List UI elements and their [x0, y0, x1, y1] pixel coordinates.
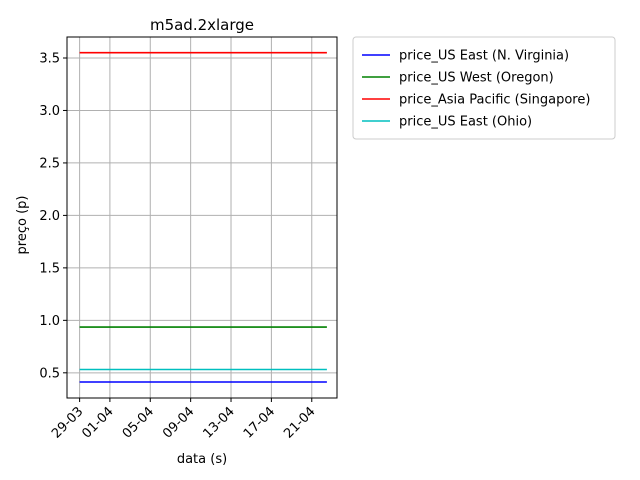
y-tick-label: 1.0 [39, 314, 60, 329]
y-tick-label: 3.5 [39, 51, 60, 66]
y-tick-label: 1.5 [39, 261, 60, 276]
legend-box [352, 36, 616, 140]
x-tick-label: 29-03 [49, 404, 86, 441]
legend-label: price_US East (Ohio) [399, 115, 532, 130]
y-tick-label: 3.0 [39, 104, 60, 119]
series-lines [79, 51, 327, 383]
legend-label: price_US East (N. Virginia) [399, 49, 569, 64]
chart-title: m5ad.2xlarge [150, 16, 254, 34]
legend: price_US East (N. Virginia) price_US West… [352, 36, 616, 140]
legend-label: price_Asia Pacific (Singapore) [399, 93, 590, 108]
x-tick-label: 21-04 [281, 404, 318, 441]
x-tick-label: 01-04 [79, 404, 116, 441]
x-tick-label: 05-04 [120, 404, 157, 441]
x-tick-label: 09-04 [160, 404, 197, 441]
plot-area [66, 36, 338, 399]
x-tick-label: 17-04 [241, 404, 278, 441]
y-tick-label: 2.0 [39, 209, 60, 224]
x-tick-label: 13-04 [201, 404, 238, 441]
x-axis-label: data (s) [177, 452, 227, 467]
legend-label: price_US West (Oregon) [399, 71, 554, 86]
y-tick-label: 2.5 [39, 156, 60, 171]
y-tick-label: 0.5 [39, 366, 60, 381]
grid [67, 37, 337, 398]
y-axis-label: preço (p) [15, 196, 30, 255]
